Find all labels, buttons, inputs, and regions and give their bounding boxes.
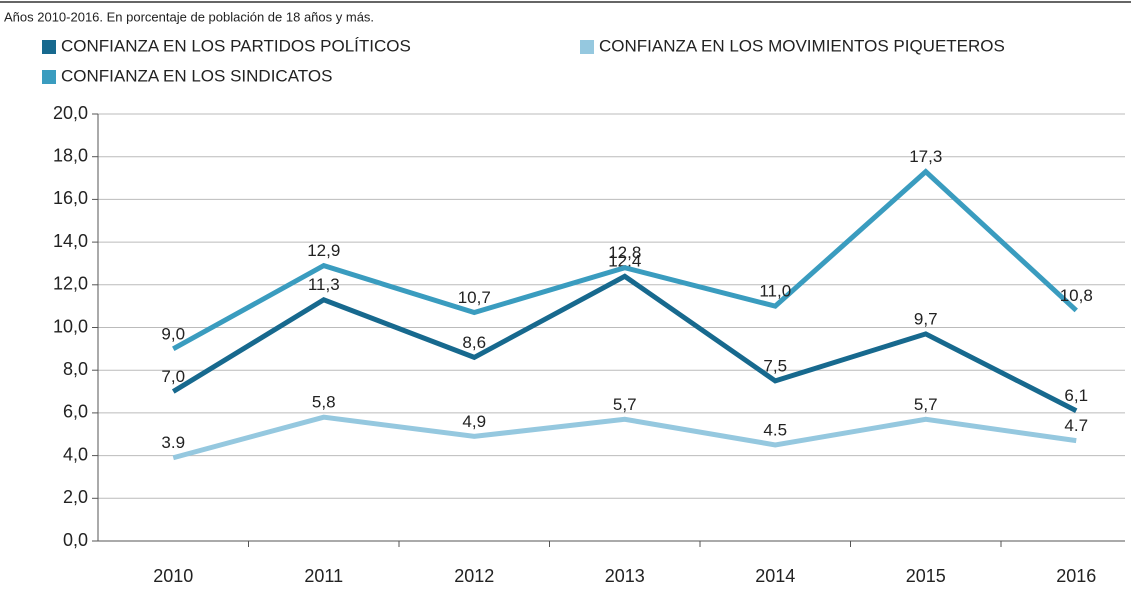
data-label: 7,0: [161, 367, 185, 386]
legend-label: CONFIANZA EN LOS SINDICATOS: [61, 66, 332, 85]
data-label: 10,8: [1060, 286, 1093, 305]
y-tick-label: 14,0: [53, 231, 88, 251]
x-tick-label: 2010: [153, 566, 193, 586]
data-label: 7,5: [763, 356, 787, 375]
y-tick-label: 8,0: [63, 359, 88, 379]
legend-label: CONFIANZA EN LOS PARTIDOS POLÍTICOS: [61, 36, 411, 55]
y-tick-label: 16,0: [53, 188, 88, 208]
data-label: 10,7: [458, 288, 491, 307]
y-tick-label: 18,0: [53, 145, 88, 165]
data-label: 6,1: [1064, 386, 1088, 405]
x-tick-label: 2015: [906, 566, 946, 586]
legend-swatch: [42, 70, 56, 84]
series-line: [172, 168, 1078, 352]
x-tick-label: 2012: [454, 566, 494, 586]
chart-subtitle: Años 2010-2016. En porcentaje de poblaci…: [4, 9, 374, 24]
data-label: 4,9: [462, 412, 486, 431]
y-tick-label: 4,0: [63, 444, 88, 464]
y-tick-label: 0,0: [63, 530, 88, 550]
data-label: 3.9: [161, 433, 185, 452]
y-tick-label: 20,0: [53, 103, 88, 123]
legend-label: CONFIANZA EN LOS MOVIMIENTOS PIQUETEROS: [599, 36, 1005, 55]
y-tick-label: 12,0: [53, 274, 88, 294]
series-line: [171, 273, 1078, 413]
y-tick-label: 2,0: [63, 487, 88, 507]
data-label: 5,8: [312, 393, 336, 412]
data-label: 9,7: [914, 309, 938, 328]
data-label: 5,7: [914, 395, 938, 414]
y-tick-label: 6,0: [63, 402, 88, 422]
data-label: 5,7: [613, 395, 637, 414]
data-label: 4.7: [1064, 416, 1088, 435]
legend-swatch: [580, 40, 594, 54]
x-tick-label: 2014: [755, 566, 795, 586]
data-label: 11,0: [759, 282, 791, 301]
data-label: 12,8: [608, 243, 641, 262]
x-tick-label: 2016: [1056, 566, 1096, 586]
data-label: 8,6: [462, 333, 486, 352]
data-label: 11,3: [308, 275, 340, 294]
data-label: 17,3: [909, 147, 942, 166]
x-tick-label: 2013: [605, 566, 645, 586]
y-tick-label: 10,0: [53, 316, 88, 336]
data-label: 12,4: [608, 252, 641, 271]
legend-swatch: [42, 40, 56, 54]
data-label: 12,9: [307, 241, 340, 260]
x-tick-label: 2011: [304, 566, 343, 586]
data-label: 4.5: [763, 420, 787, 439]
data-label: 9,0: [161, 324, 185, 343]
series-line: [172, 414, 1077, 461]
